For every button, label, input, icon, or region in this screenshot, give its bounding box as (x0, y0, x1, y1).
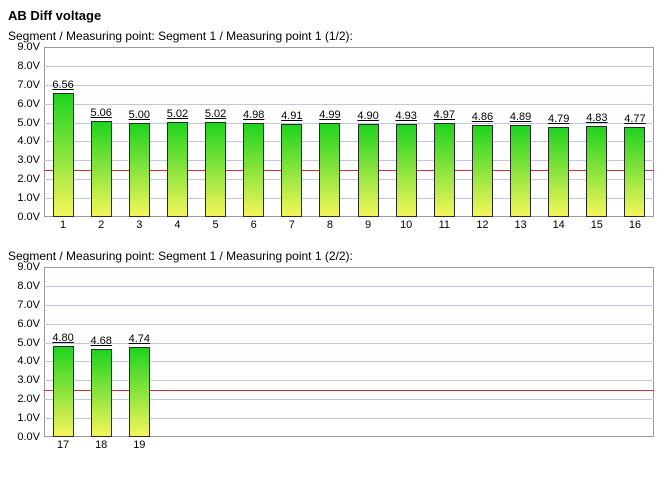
x-tick-label: 16 (629, 217, 641, 231)
x-tick-label: 11 (439, 217, 450, 231)
x-tick-label: 3 (136, 217, 142, 231)
x-tick-label: 1 (60, 217, 66, 231)
bar-value-label: 4.93 (395, 110, 416, 122)
gridline (44, 286, 654, 287)
plot-area: 0.0V1.0V2.0V3.0V4.0V5.0V6.0V7.0V8.0V9.0V… (44, 47, 654, 217)
bar-value-label: 4.77 (624, 113, 645, 125)
charts-container: Segment / Measuring point: Segment 1 / M… (8, 29, 664, 457)
bar-value-label: 4.90 (357, 110, 378, 122)
y-tick-label: 4.0V (17, 135, 44, 147)
bar-value-label: 5.02 (167, 108, 188, 120)
bar (548, 127, 569, 217)
y-tick-label: 1.0V (17, 192, 44, 204)
bar (358, 124, 379, 217)
y-tick-label: 5.0V (17, 117, 44, 129)
bar-value-label: 4.68 (90, 335, 111, 347)
y-tick-label: 4.0V (17, 355, 44, 367)
chart-subtitle: Segment / Measuring point: Segment 1 / M… (8, 249, 664, 263)
y-tick-label: 8.0V (17, 60, 44, 72)
y-tick-label: 0.0V (17, 431, 44, 443)
y-tick-label: 2.0V (17, 393, 44, 405)
bar (53, 346, 74, 437)
bar (129, 347, 150, 437)
bar (396, 124, 417, 217)
bar (281, 124, 302, 217)
bar-value-label: 6.56 (52, 79, 73, 91)
y-tick-label: 7.0V (17, 79, 44, 91)
y-tick-label: 8.0V (17, 280, 44, 292)
x-tick-label: 5 (213, 217, 219, 231)
x-tick-label: 6 (251, 217, 257, 231)
bar (624, 127, 645, 217)
bar-value-label: 4.89 (510, 111, 531, 123)
bar-value-label: 5.00 (129, 109, 150, 121)
x-tick-label: 13 (514, 217, 526, 231)
chart-panel: Segment / Measuring point: Segment 1 / M… (8, 29, 664, 237)
chart-plot: 0.0V1.0V2.0V3.0V4.0V5.0V6.0V7.0V8.0V9.0V… (44, 267, 654, 457)
y-tick-label: 3.0V (17, 154, 44, 166)
bar (434, 123, 455, 217)
bar (53, 93, 74, 217)
plot-area: 0.0V1.0V2.0V3.0V4.0V5.0V6.0V7.0V8.0V9.0V… (44, 267, 654, 437)
bar (91, 349, 112, 437)
y-tick-label: 0.0V (17, 211, 44, 223)
y-tick-label: 1.0V (17, 412, 44, 424)
y-tick-label: 6.0V (17, 318, 44, 330)
y-tick-label: 2.0V (17, 173, 44, 185)
x-tick-label: 18 (95, 437, 107, 451)
bar (586, 126, 607, 217)
x-tick-label: 8 (327, 217, 333, 231)
x-tick-label: 7 (289, 217, 295, 231)
y-tick-label: 5.0V (17, 337, 44, 349)
y-tick-label: 9.0V (17, 261, 44, 273)
gridline (44, 104, 654, 105)
bar (510, 125, 531, 217)
bar-value-label: 4.74 (129, 333, 150, 345)
bar-value-label: 4.98 (243, 109, 264, 121)
bar (129, 123, 150, 217)
bar-value-label: 4.86 (472, 111, 493, 123)
x-tick-label: 2 (98, 217, 104, 231)
bar-value-label: 4.79 (548, 113, 569, 125)
gridline (44, 305, 654, 306)
chart-plot: 0.0V1.0V2.0V3.0V4.0V5.0V6.0V7.0V8.0V9.0V… (44, 47, 654, 237)
bar (243, 123, 264, 217)
page-title: AB Diff voltage (8, 8, 664, 23)
bar (167, 122, 188, 217)
y-tick-label: 9.0V (17, 41, 44, 53)
x-tick-label: 15 (591, 217, 603, 231)
x-tick-label: 10 (400, 217, 412, 231)
bar-value-label: 4.97 (434, 109, 455, 121)
y-tick-label: 6.0V (17, 98, 44, 110)
bar-value-label: 4.80 (52, 332, 73, 344)
chart-panel: Segment / Measuring point: Segment 1 / M… (8, 249, 664, 457)
bar-value-label: 5.02 (205, 108, 226, 120)
gridline (44, 324, 654, 325)
y-tick-label: 3.0V (17, 374, 44, 386)
x-tick-label: 12 (476, 217, 488, 231)
chart-subtitle: Segment / Measuring point: Segment 1 / M… (8, 29, 664, 43)
bar-value-label: 4.99 (319, 109, 340, 121)
x-tick-label: 14 (553, 217, 565, 231)
bar-value-label: 4.83 (586, 112, 607, 124)
gridline (44, 66, 654, 67)
bar (319, 123, 340, 217)
x-tick-label: 17 (57, 437, 69, 451)
y-tick-label: 7.0V (17, 299, 44, 311)
bar (205, 122, 226, 217)
bar (472, 125, 493, 217)
x-tick-label: 4 (174, 217, 180, 231)
bar (91, 121, 112, 217)
gridline (44, 85, 654, 86)
x-tick-label: 9 (365, 217, 371, 231)
x-tick-label: 19 (133, 437, 145, 451)
bar-value-label: 5.06 (90, 107, 111, 119)
bar-value-label: 4.91 (281, 110, 302, 122)
